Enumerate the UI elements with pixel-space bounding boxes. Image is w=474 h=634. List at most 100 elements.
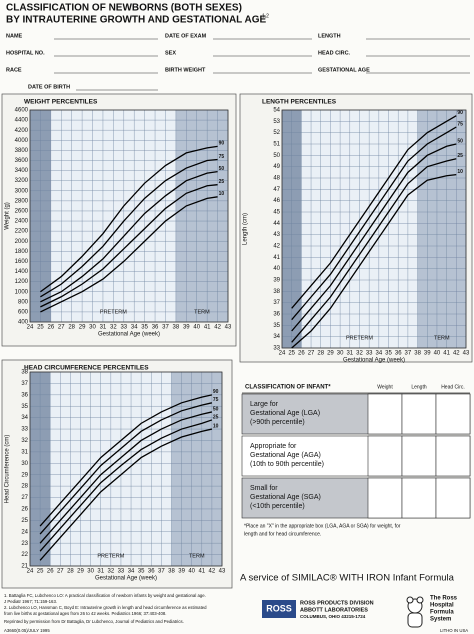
percentile-curve xyxy=(39,394,213,527)
x-tick-label: 43 xyxy=(463,351,470,357)
table-row-label: (<10th percentile) xyxy=(250,503,305,510)
x-tick-label: 29 xyxy=(77,569,84,575)
x-tick-label: 31 xyxy=(346,351,353,357)
curve-label: 50 xyxy=(219,166,225,172)
x-tick-label: 41 xyxy=(443,351,450,357)
form-label: BIRTH WEIGHT xyxy=(165,67,206,73)
y-tick-label: 25 xyxy=(21,518,28,524)
x-tick-label: 43 xyxy=(225,325,232,331)
region-label: PRETERM xyxy=(97,553,124,559)
curve-label: 75 xyxy=(457,121,463,127)
division-line: ABBOTT LABORATORIES xyxy=(300,607,368,613)
region-label: PRETERM xyxy=(346,335,373,341)
table-footnote: *Place an "X" in the appropriate box (LG… xyxy=(244,523,401,529)
y-tick-label: 26 xyxy=(21,507,28,513)
reference: J Pediatr 1967; 71:159-163. xyxy=(4,599,57,604)
y-tick-label: 32 xyxy=(21,438,28,444)
y-tick-label: 3000 xyxy=(15,188,29,194)
term-shade xyxy=(175,110,228,322)
y-tick-label: 47 xyxy=(273,187,280,193)
percentile-curve xyxy=(39,419,213,552)
table-title: CLASSIFICATION OF INFANT* xyxy=(245,385,331,391)
y-tick-label: 41 xyxy=(273,255,280,261)
table-row-label: Small for xyxy=(250,485,278,492)
y-tick-label: 36 xyxy=(21,392,28,398)
ross-logo: ROSS xyxy=(266,603,292,613)
y-tick-label: 2400 xyxy=(15,219,29,225)
percentile-curve xyxy=(40,196,218,313)
table-column-header: Length xyxy=(411,384,427,390)
x-tick-label: 25 xyxy=(37,569,44,575)
y-tick-label: 39 xyxy=(273,278,280,284)
y-tick-label: 1000 xyxy=(15,289,29,295)
system-line: The Ross xyxy=(430,596,458,602)
system-line: Formula xyxy=(430,610,454,616)
form-label: RACE xyxy=(6,67,22,73)
x-tick-label: 29 xyxy=(79,325,86,331)
y-tick-label: 24 xyxy=(21,529,28,535)
title-line2: BY INTRAUTERINE GROWTH AND GESTATIONAL A… xyxy=(6,15,267,26)
x-tick-label: 37 xyxy=(158,569,165,575)
x-tick-label: 37 xyxy=(162,325,169,331)
y-tick-label: 2800 xyxy=(15,198,29,204)
plot-frame xyxy=(29,109,229,323)
system-line: Hospital xyxy=(430,603,454,609)
table-cell xyxy=(401,435,437,477)
term-shade xyxy=(171,372,222,566)
division-line: ROSS PRODUCTS DIVISION xyxy=(300,600,374,606)
y-tick-label: 28 xyxy=(21,484,28,490)
x-tick-label: 40 xyxy=(188,569,195,575)
y-tick-label: 29 xyxy=(21,472,28,478)
x-tick-label: 36 xyxy=(395,351,402,357)
y-tick-label: 4200 xyxy=(15,128,29,134)
x-tick-label: 26 xyxy=(47,569,54,575)
x-tick-label: 39 xyxy=(178,569,185,575)
y-tick-label: 400 xyxy=(18,320,29,326)
x-tick-label: 30 xyxy=(87,569,94,575)
table-row-label: (10th to 90th percentile) xyxy=(250,461,324,468)
form-label: HEAD CIRC. xyxy=(318,50,351,56)
y-tick-label: 4600 xyxy=(15,108,29,114)
table-column-header: Head Circ. xyxy=(441,384,465,390)
x-tick-label: 42 xyxy=(214,325,221,331)
x-tick-label: 28 xyxy=(68,325,75,331)
y-tick-label: 38 xyxy=(273,289,280,295)
x-tick-label: 30 xyxy=(89,325,96,331)
percentile-curve xyxy=(40,145,218,293)
percentile-curve xyxy=(40,184,218,308)
x-tick-label: 42 xyxy=(453,351,460,357)
x-tick-label: 38 xyxy=(414,351,421,357)
y-tick-label: 4000 xyxy=(15,138,29,144)
litho-note: LITHO IN USA xyxy=(440,628,468,633)
y-tick-label: 52 xyxy=(273,130,280,136)
y-tick-label: 1600 xyxy=(15,259,29,265)
table-row-label: Appropriate for xyxy=(250,443,297,450)
percentile-curve xyxy=(39,411,213,544)
x-tick-label: 31 xyxy=(100,325,107,331)
title-line1: CLASSIFICATION OF NEWBORNS (BOTH SEXES) xyxy=(6,3,242,14)
y-tick-label: 40 xyxy=(273,266,280,272)
y-tick-label: 33 xyxy=(21,427,28,433)
y-tick-label: 34 xyxy=(21,415,28,421)
curve-label: 10 xyxy=(213,423,219,429)
form-label: LENGTH xyxy=(318,33,341,39)
curve-label: 50 xyxy=(213,406,219,412)
region-label: PRETERM xyxy=(100,309,127,315)
x-tick-label: 40 xyxy=(434,351,441,357)
form-label: DATE OF BIRTH xyxy=(28,84,70,90)
y-tick-label: 1400 xyxy=(15,269,29,275)
x-tick-label: 34 xyxy=(128,569,135,575)
chart-title: LENGTH PERCENTILES xyxy=(262,99,337,106)
x-tick-label: 33 xyxy=(118,569,125,575)
y-tick-label: 23 xyxy=(21,541,28,547)
percentile-curve xyxy=(291,143,457,332)
reference: from live births at gestational ages fro… xyxy=(4,611,166,616)
table-cell xyxy=(367,393,403,435)
x-tick-label: 26 xyxy=(47,325,54,331)
y-tick-label: 35 xyxy=(273,323,280,329)
table-cell xyxy=(401,477,437,519)
curve-label: 90 xyxy=(457,110,463,116)
x-tick-label: 41 xyxy=(204,325,211,331)
table-row-label: (>90th percentile) xyxy=(250,419,305,426)
term-shade xyxy=(417,110,466,348)
